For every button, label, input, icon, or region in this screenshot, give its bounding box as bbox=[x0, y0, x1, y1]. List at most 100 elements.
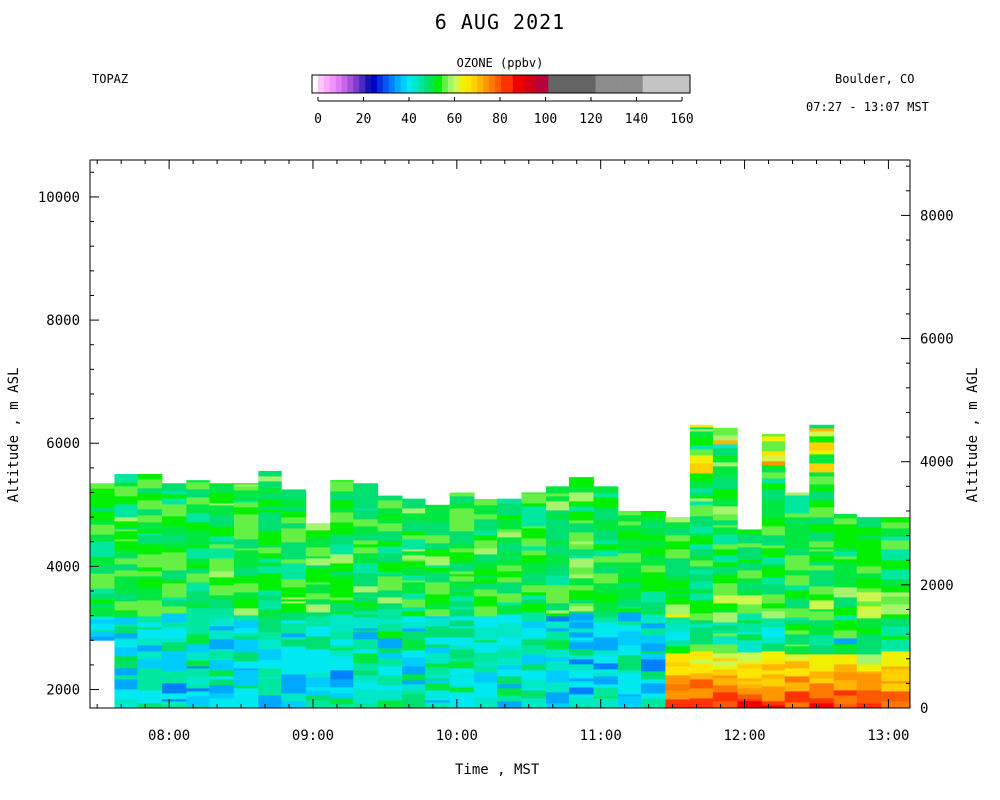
heatmap-cell bbox=[425, 618, 451, 627]
heatmap-cell bbox=[833, 518, 858, 525]
heatmap-cell bbox=[449, 626, 475, 629]
heatmap-cell bbox=[640, 528, 666, 537]
heatmap-cell bbox=[90, 520, 115, 525]
heatmap-cell bbox=[640, 651, 666, 654]
heatmap-cell bbox=[689, 496, 714, 499]
heatmap-cell bbox=[617, 589, 642, 600]
heatmap-cell bbox=[784, 661, 810, 667]
heatmap-cell bbox=[761, 594, 786, 604]
heatmap-cell bbox=[305, 616, 331, 627]
heatmap-cell bbox=[521, 680, 547, 689]
heatmap-cell bbox=[233, 550, 259, 561]
heatmap-cell bbox=[305, 601, 331, 605]
heatmap-cell bbox=[425, 678, 451, 681]
heatmap-cell bbox=[809, 541, 835, 544]
heatmap-cell bbox=[712, 630, 738, 634]
heatmap-cell bbox=[449, 606, 475, 610]
colorbar-bin-38 bbox=[595, 75, 620, 93]
heatmap-cell bbox=[640, 635, 666, 644]
heatmap-cell bbox=[377, 631, 403, 639]
heatmap-cell bbox=[330, 544, 354, 548]
heatmap-cell bbox=[474, 666, 498, 673]
heatmap-cell bbox=[137, 647, 163, 652]
heatmap-cell bbox=[689, 455, 714, 464]
heatmap-cell bbox=[593, 508, 619, 517]
profile-column-23 bbox=[640, 511, 666, 709]
heatmap-cell bbox=[761, 461, 786, 466]
colorbar-bin-32 bbox=[501, 75, 514, 93]
heatmap-cell bbox=[449, 637, 475, 646]
heatmap-cell bbox=[856, 578, 882, 589]
heatmap-cell bbox=[402, 588, 426, 594]
heatmap-cell bbox=[258, 494, 282, 500]
heatmap-cell bbox=[881, 666, 911, 670]
heatmap-cell bbox=[497, 695, 522, 702]
heatmap-cell bbox=[546, 510, 570, 514]
heatmap-cell bbox=[809, 691, 835, 699]
heatmap-cell bbox=[546, 555, 570, 566]
heatmap-cell bbox=[521, 654, 547, 665]
heatmap-cell bbox=[784, 654, 810, 657]
heatmap-cell bbox=[305, 558, 331, 566]
heatmap-cell bbox=[258, 590, 282, 596]
heatmap-cell bbox=[233, 507, 259, 513]
heatmap-cell bbox=[114, 529, 138, 532]
heatmap-cell bbox=[640, 536, 666, 541]
heatmap-cell bbox=[665, 653, 691, 663]
heatmap-cell bbox=[137, 493, 163, 501]
heatmap-cell bbox=[856, 601, 882, 605]
heatmap-cell bbox=[233, 533, 259, 540]
heatmap-cell bbox=[689, 589, 714, 592]
heatmap-cell bbox=[546, 613, 570, 617]
heatmap-cell bbox=[689, 688, 714, 697]
heatmap-cell bbox=[689, 591, 714, 594]
heatmap-cell bbox=[402, 551, 426, 556]
heatmap-cell bbox=[784, 702, 810, 709]
heatmap-cell bbox=[712, 489, 738, 499]
heatmap-cell bbox=[137, 554, 163, 560]
heatmap-cell bbox=[90, 558, 115, 567]
heatmap-cell bbox=[330, 563, 354, 572]
heatmap-cell bbox=[425, 663, 451, 668]
heatmap-cell bbox=[881, 604, 911, 615]
heatmap-cell bbox=[497, 565, 522, 572]
heatmap-cell bbox=[881, 579, 911, 587]
heatmap-cell bbox=[474, 652, 498, 658]
y-right-tick-label: 4000 bbox=[920, 455, 954, 471]
heatmap-cell bbox=[209, 599, 235, 609]
colorbar-bin-25 bbox=[459, 75, 466, 93]
heatmap-cell bbox=[497, 532, 522, 538]
heatmap-cell bbox=[449, 692, 475, 697]
heatmap-cell bbox=[425, 706, 451, 709]
colorbar: 0 20 40 60 80 100 120 140 160 bbox=[311, 74, 694, 127]
heatmap-cell bbox=[330, 547, 354, 555]
heatmap-cell bbox=[330, 648, 354, 651]
heatmap-cell bbox=[569, 603, 594, 607]
heatmap-cell bbox=[281, 559, 307, 564]
heatmap-cell bbox=[281, 515, 307, 518]
heatmap-cell bbox=[761, 526, 786, 536]
heatmap-cell bbox=[497, 684, 522, 689]
profile-column-5 bbox=[209, 483, 235, 709]
heatmap-cell bbox=[833, 695, 858, 705]
heatmap-cell bbox=[114, 705, 138, 709]
colorbar-bin-37 bbox=[571, 75, 596, 93]
heatmap-cell bbox=[114, 541, 138, 551]
heatmap-cell bbox=[449, 658, 475, 662]
heatmap-cell bbox=[784, 620, 810, 625]
heatmap-cell bbox=[233, 539, 259, 549]
heatmap-cell bbox=[425, 556, 451, 566]
heatmap-cell bbox=[833, 638, 858, 645]
profile-column-30 bbox=[809, 424, 835, 709]
heatmap-cell bbox=[161, 642, 187, 652]
heatmap-cell bbox=[712, 586, 738, 596]
y-left-tick-label: 6000 bbox=[46, 436, 80, 452]
colorbar-tick-label: 80 bbox=[492, 112, 508, 127]
heatmap-cell bbox=[425, 512, 451, 523]
heatmap-cell bbox=[114, 508, 138, 518]
heatmap-cell bbox=[712, 675, 738, 679]
heatmap-cell bbox=[258, 562, 282, 567]
heatmap-cell bbox=[90, 595, 115, 600]
heatmap-cell bbox=[521, 603, 547, 613]
heatmap-cell bbox=[856, 654, 882, 665]
